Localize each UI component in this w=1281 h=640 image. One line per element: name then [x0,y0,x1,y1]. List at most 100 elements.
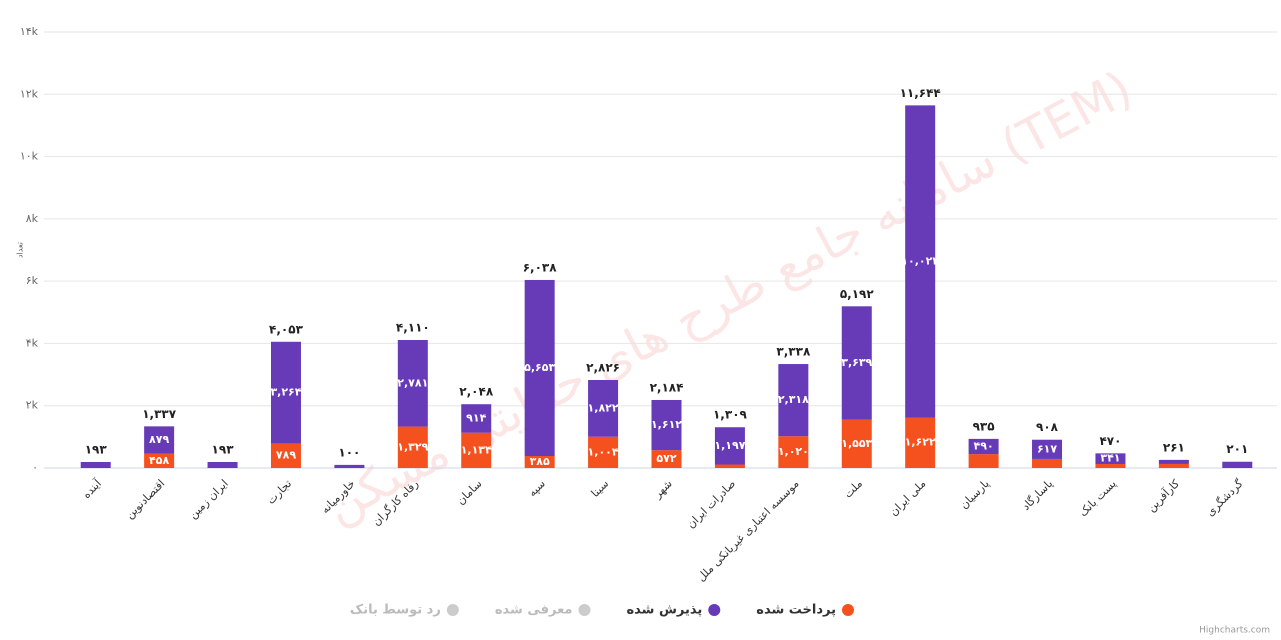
bar-segment [968,454,999,468]
bar-segment [144,453,175,468]
x-tick-label: پست بانک [1077,477,1119,519]
bar-segment [714,464,745,468]
x-tick-label: آینده [79,476,104,501]
segment-label: ۶۱۷ [1037,442,1057,455]
x-tick-label: شهر [650,477,674,501]
bar-segment [270,341,301,444]
x-tick-label: ملی ایران [887,477,928,518]
total-label: ۱۹۳ [212,442,235,456]
bar-segment [1095,453,1126,464]
y-axis-title: تعداد [16,242,25,258]
y-tick-label: ۶k [26,274,39,287]
segment-label: ۳۴۱ [1100,452,1120,465]
x-tick-label: گردشگری [1204,477,1246,519]
bar-segment [778,436,809,468]
total-label: ۱۹۳ [85,442,108,456]
x-tick-label: تجارت [264,477,294,507]
x-tick-label: موسسه اعتباری غیربانکی ملل [695,477,802,584]
legend-label[interactable]: پذیرش شده [626,603,702,618]
bar-segment [1158,459,1189,464]
segment-label: ۳۸۵ [530,455,550,468]
bar-segment [524,456,555,468]
x-tick-label: کارآفرین [1144,476,1183,515]
segment-label: ۱,۳۲۹ [397,440,428,453]
legend-marker [842,604,854,616]
segment-label: ۱,۸۲۲ [588,401,619,414]
bar-segment [1158,463,1189,468]
legend-label[interactable]: رد توسط بانک [350,603,441,618]
x-tick-label: سامان [454,477,484,507]
total-label: ۱,۳۰۹ [713,408,748,422]
segment-label: ۱,۰۲۰ [778,445,809,458]
bar-segment [588,379,619,437]
bar-segment [461,404,492,433]
segment-label: ۱,۰۰۴ [588,445,619,458]
segment-label: ۵۷۲ [656,452,676,465]
total-label: ۴,۰۵۳ [269,322,304,336]
legend-marker [708,604,721,616]
y-tick-label: ۱۰k [20,150,39,163]
bar-segment [270,443,301,468]
total-label: ۵,۱۹۲ [840,287,875,301]
segment-label: ۹۱۴ [466,411,486,424]
bar-segment [461,432,492,468]
segment-label: ۴۹۰ [974,440,994,453]
y-tick-label: ۰ [32,461,38,474]
x-tick-label: سینا [589,477,612,500]
bar-segment [524,279,555,457]
total-label: ۲۶۱ [1163,440,1185,454]
total-label: ۴,۱۱۰ [396,321,430,335]
segment-label: ۸۷۹ [149,433,169,446]
x-tick-label: ملت [841,477,865,501]
bar-segment [588,436,619,468]
bar-segment [841,419,872,468]
legend-label[interactable]: معرفی شده [495,603,573,618]
bar-segment [80,461,111,468]
legend-marker [578,604,591,616]
total-label: ۱,۳۳۷ [142,407,177,421]
x-tick-label: پارسیان [957,477,991,511]
x-tick-label: صادرات ایران [684,477,738,531]
total-label: ۲,۸۲۶ [586,360,620,374]
bar-segment [397,426,428,468]
x-tick-label: پاسارگاد [1019,477,1055,513]
y-tick-label: ۴k [26,336,39,349]
segment-label: ۴۵۸ [149,454,169,467]
bar-segment [334,464,365,468]
bar-segment [651,450,682,468]
y-tick-label: ۸k [26,212,39,225]
total-label: ۱۰۰ [338,445,360,459]
bar-segment [905,105,936,418]
y-tick-label: ۱۴k [20,25,39,38]
bar-segment [778,364,809,437]
segment-label: ۵,۶۵۳ [524,361,555,374]
segment-label: ۱,۶۲۲ [905,436,936,449]
x-tick-label: سپه [526,477,548,499]
bar-segment [397,340,428,427]
total-label: ۲,۱۸۴ [650,380,684,394]
bar-segment [1095,463,1126,468]
segment-label: ۳,۶۳۹ [841,356,872,369]
segment-label: ۷۸۹ [276,449,296,462]
y-tick-label: ۱۲k [20,87,39,100]
bar-segment [841,306,872,420]
segment-label: ۱۰,۰۲۲ [901,254,939,267]
total-label: ۹۰۸ [1036,420,1059,434]
segment-label: ۱,۱۹۷ [714,439,745,452]
y-tick-label: ۲k [26,399,39,412]
segment-label: ۲,۷۸۱ [397,376,428,389]
x-tick-label: اقتصادنوین [123,477,167,521]
total-label: ۲,۰۴۸ [459,385,494,399]
segment-label: ۲,۳۱۸ [778,393,809,406]
segment-label: ۱,۱۳۴ [461,443,492,456]
total-label: ۶,۰۳۸ [523,260,558,274]
bar-segment [651,399,682,451]
total-label: ۴۷۰ [1099,434,1121,448]
segment-label: ۱,۶۱۲ [651,418,682,431]
total-label: ۹۳۵ [973,419,995,433]
total-label: ۱۱,۶۴۴ [900,86,941,100]
legend-label[interactable]: پرداخت شده [756,603,836,618]
segment-label: ۱,۵۵۳ [841,437,872,450]
bar-segment [144,426,175,454]
